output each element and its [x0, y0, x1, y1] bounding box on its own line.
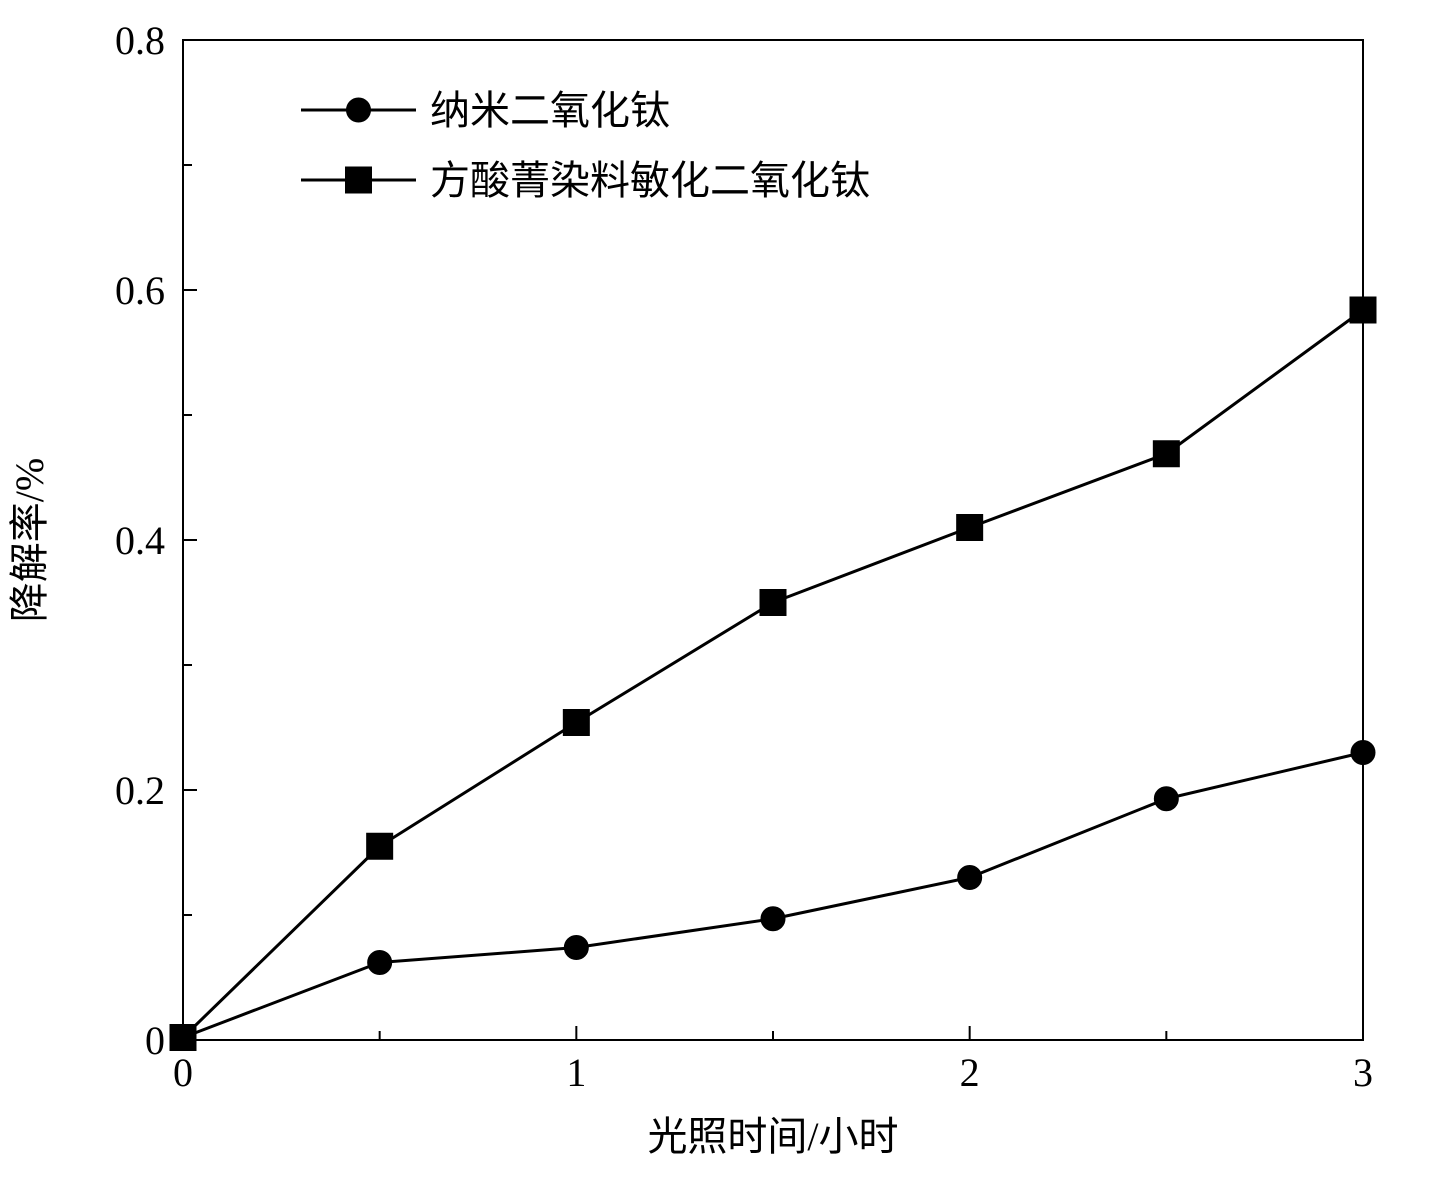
y-tick-label: 0: [145, 1018, 165, 1063]
series-marker-1: [1153, 441, 1179, 467]
legend-marker-1: [346, 167, 372, 193]
series-marker-1: [367, 833, 393, 859]
legend-label-1: 方酸菁染料敏化二氧化钛: [430, 158, 870, 203]
y-tick-label: 0.6: [115, 268, 165, 313]
x-tick-label: 2: [960, 1050, 980, 1095]
y-axis-label: 降解率/%: [7, 458, 52, 622]
series-marker-1: [1350, 297, 1376, 323]
series-marker-1: [170, 1025, 196, 1051]
y-tick-label: 0.2: [115, 768, 165, 813]
series-marker-0: [958, 866, 982, 890]
series-marker-1: [957, 515, 983, 541]
x-tick-label: 1: [566, 1050, 586, 1095]
series-marker-0: [368, 951, 392, 975]
x-axis-label: 光照时间/小时: [647, 1114, 898, 1159]
y-tick-label: 0.8: [115, 18, 165, 63]
series-marker-1: [760, 590, 786, 616]
legend-label-0: 纳米二氧化钛: [430, 88, 670, 133]
x-tick-label: 3: [1353, 1050, 1373, 1095]
line-chart: 0 1 2 3 0 0.2 0.4 0.6 0.8 纳米二氧化钛方酸菁染料敏化二氧化钛光照时间/小…: [0, 0, 1441, 1195]
x-tick-label: 0: [173, 1050, 193, 1095]
series-marker-0: [1154, 787, 1178, 811]
legend-marker-0: [347, 98, 371, 122]
series-marker-0: [564, 936, 588, 960]
series-marker-1: [563, 710, 589, 736]
y-tick-label: 0.4: [115, 518, 165, 563]
series-marker-0: [761, 907, 785, 931]
series-marker-0: [1351, 741, 1375, 765]
series-line-0: [183, 753, 1363, 1038]
